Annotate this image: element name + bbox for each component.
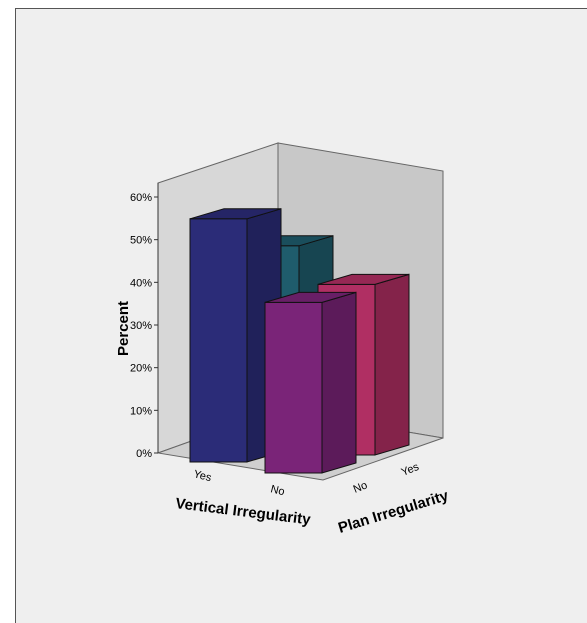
y-tick-label: 40%: [130, 277, 152, 289]
x-axis-title: Vertical Irregularity: [175, 495, 313, 529]
depth-axis-title: Plan Irregularity: [336, 487, 451, 537]
bar-top-face: [264, 291, 357, 303]
y-tick-label: 30%: [130, 320, 152, 332]
x-tick-label-no: No: [269, 483, 286, 498]
bars: [189, 208, 410, 474]
bar-top-face: [189, 208, 282, 220]
bar-front-face: [189, 218, 248, 463]
bar-top-face: [317, 273, 410, 285]
y-tick-label: 20%: [130, 363, 152, 375]
y-axis-title: Percent: [115, 301, 132, 356]
y-tick-label: 0%: [136, 448, 152, 460]
y-axis: 0% 10% 20% 30% 40% 50% 60%: [130, 183, 159, 460]
depth-tick-label-no: No: [352, 479, 370, 495]
bar-vertical-yes-plan-no: [189, 208, 282, 463]
x-tick-label-yes: Yes: [192, 468, 213, 484]
y-tick-label: 60%: [130, 192, 152, 204]
depth-tick-label-yes: Yes: [400, 461, 422, 479]
bar-front-face: [264, 301, 323, 474]
bar-side-face: [374, 273, 410, 456]
y-tick-label: 10%: [130, 405, 152, 417]
bar-side-face: [321, 291, 357, 474]
y-tick-label: 50%: [130, 235, 152, 247]
bar-vertical-no-plan-no: [264, 291, 357, 474]
